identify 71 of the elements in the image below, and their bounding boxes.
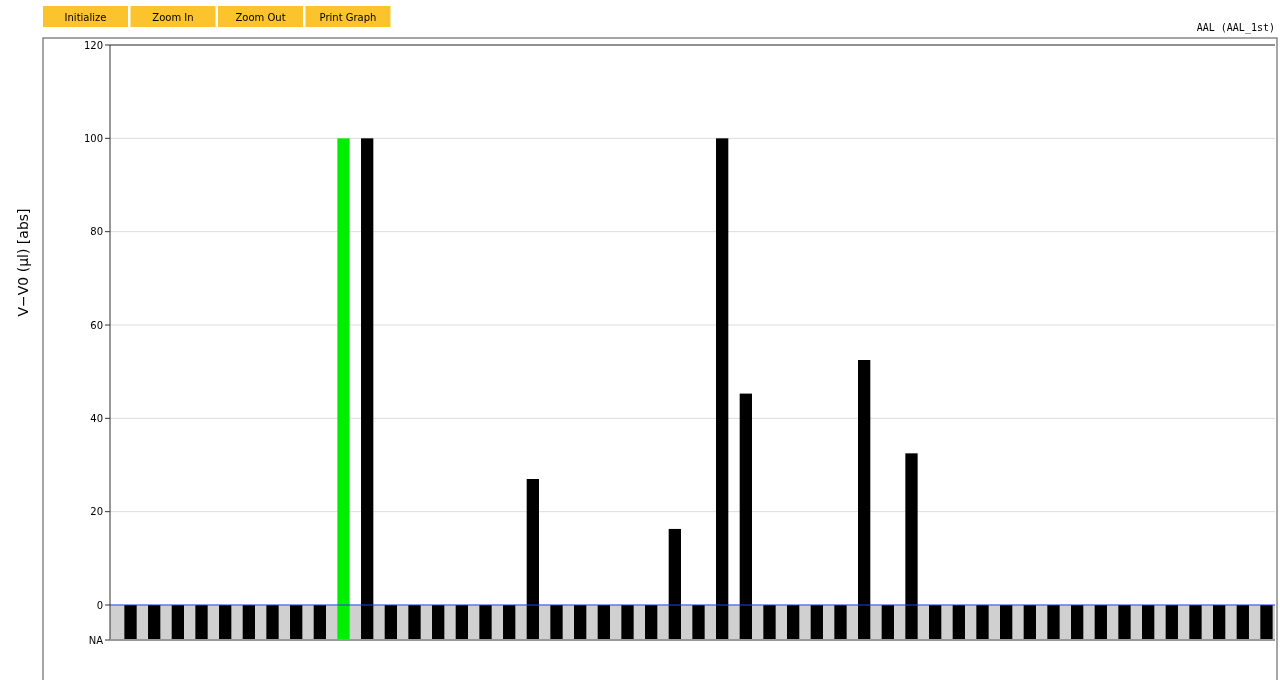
bar [1118,605,1131,640]
bar [526,479,539,605]
bar [1071,605,1084,640]
bar [739,393,752,605]
bar [976,605,989,640]
bar [739,605,752,640]
bar [881,605,894,640]
bar [858,605,871,640]
y-tick-label: 120 [83,39,103,51]
bar [148,605,161,640]
bar [1000,605,1013,640]
bar [905,605,918,640]
bar [597,605,610,640]
chart-title: AAL (AAL_1st) [1196,22,1275,34]
bar [574,605,587,640]
bar [313,605,326,640]
y-tick-label: 40 [90,412,103,424]
bar [763,605,776,640]
bar [1023,605,1036,640]
bar [171,605,184,640]
button: Print Graph [305,6,391,27]
button: Zoom In [130,6,216,27]
bar [361,605,374,640]
bar [952,605,965,640]
bar [384,605,397,640]
y-tick-label: 20 [90,506,103,518]
bar [550,605,563,640]
bar [290,605,303,640]
bar [337,138,350,605]
bar [1165,605,1178,640]
bar [124,605,137,640]
bar [503,605,516,640]
bar [929,605,942,640]
y-tick-label: 0 [96,599,103,611]
bar [337,605,350,640]
bar [219,605,232,640]
bar [858,360,871,605]
bar [1260,605,1273,640]
bar [692,605,705,640]
bar [905,453,918,605]
bar [834,605,847,640]
bar [242,605,255,640]
bar [716,605,729,640]
bar [361,138,374,605]
button: Initialize [43,6,128,27]
y-tick-label: NA [88,634,104,646]
bar [526,605,539,640]
y-tick-label: 60 [90,319,103,331]
bar [1142,605,1155,640]
bar [432,605,445,640]
bar [716,138,729,605]
bar [455,605,468,640]
button: Zoom Out [218,6,303,27]
y-tick-label: 100 [83,132,103,144]
bar [1189,605,1202,640]
bar [1094,605,1107,640]
y-tick-label: 80 [90,226,103,238]
bar [787,605,800,640]
y-axis-title: V−V0 (μl) [abs] [15,208,31,317]
bar [668,605,681,640]
bar [479,605,492,640]
bar [1236,605,1249,640]
bar [1213,605,1226,640]
bar [645,605,658,640]
bar [195,605,208,640]
bar [408,605,421,640]
bar [266,605,279,640]
bar [668,528,681,605]
bar [1047,605,1060,640]
bar [621,605,634,640]
bar [810,605,823,640]
